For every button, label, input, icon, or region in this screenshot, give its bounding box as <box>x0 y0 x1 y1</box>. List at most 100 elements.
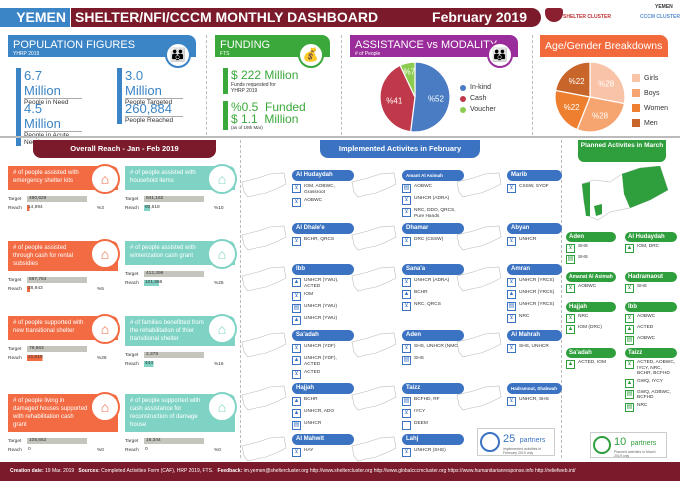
planned-governorate-block: Taizz ⊻ ACTED, AOBWC, IYCY, NRC, BCHR, BCF… <box>625 348 677 412</box>
activity-partners: UNHCR <box>304 421 322 426</box>
target-label: Target <box>125 438 139 444</box>
activity-partners: DEEM <box>414 421 428 426</box>
modality-title: ASSISTANCE vs MODALITY <box>355 39 498 51</box>
activity-item: ⊻ SHS, UNHCR <box>507 344 562 353</box>
nfi-icon: ⊻ <box>402 448 411 457</box>
planned-governorate-block: Ibb ⊻ AOBWC ▲ ACTED ▤ AOBWC <box>625 302 677 345</box>
legend-label: Women <box>644 104 668 112</box>
reach-percent: %10 <box>214 205 224 211</box>
activity-partners: UNHCR (YRCS) <box>519 278 555 283</box>
activity-item: ⊻ UNHCR (YRCS) <box>507 278 562 287</box>
governorate-map <box>240 332 288 358</box>
target-row: Target 2,378 <box>125 351 240 359</box>
target-label: Target <box>8 277 22 283</box>
activity-partners: CSSW, SYDF <box>519 184 549 189</box>
target-bar: 108,652 <box>27 438 87 444</box>
pie-slice-men <box>554 61 591 98</box>
partners-label: partners <box>519 437 546 444</box>
governorate-label: Hajjah <box>566 302 616 312</box>
governorate-label: Sa'adah <box>292 330 354 341</box>
governorate-map <box>240 266 288 292</box>
nfi-icon: ⊻ <box>292 448 301 457</box>
pie-label: %41 <box>386 96 403 105</box>
reach-percent: %16 <box>214 361 224 367</box>
legend-label: Girls <box>644 74 659 82</box>
reach-card: # of people supported with cash assistan… <box>125 392 240 454</box>
partners-count: 10 <box>614 436 627 448</box>
activity-item: ⊻ UNHCR, SHS <box>507 397 562 406</box>
activity-item: ▤ UNHCR (YRCS) <box>507 302 562 311</box>
age-gender-legend: Girls Boys Women Men <box>632 74 668 134</box>
activity-partners: UNHCR (ADRA) <box>414 278 450 283</box>
governorate-map <box>455 385 503 411</box>
governorate-block: Hadramout, Shabwah ⊻ UNHCR, SHS <box>507 383 562 406</box>
target-row: Target 79,563 <box>8 345 123 353</box>
nfi-icon: ⊻ <box>507 237 516 246</box>
activity-item: ⊻ UNHCR (ADRA) <box>402 278 464 287</box>
activity-item: ⊻ SHS <box>625 284 677 293</box>
tent-icon: ⌂ <box>90 164 120 194</box>
governorate-block: Hajjah ▲ BCHR ▲ UNHCR, ADO ▤ UNHCR <box>292 383 354 430</box>
activity-partners: UNHCR (YDF) <box>304 344 336 349</box>
nfi-icon: ⊻ <box>402 409 411 418</box>
reach-row: Reach 0 %0 <box>125 446 240 454</box>
legend-item: Women <box>632 104 668 112</box>
governorate-block: Al Mahrah ⊻ SHS, UNHCR <box>507 330 562 353</box>
stat-label: People Reached <box>125 117 174 124</box>
header-country: YEMEN <box>0 8 70 27</box>
kit-icon: ▲ <box>292 356 301 365</box>
creation-date: 19 Mar. 2019 <box>45 468 75 474</box>
activity-item: ▲ UNHCR, ADO <box>292 409 354 418</box>
activity-partners: UNHCR (YDF), ACTED <box>304 356 337 367</box>
activity-item: ⊻ HAY <box>292 448 354 457</box>
governorate-map <box>455 172 503 198</box>
target-label: Target <box>8 438 22 444</box>
governorate-map <box>350 385 398 411</box>
governorate-map <box>350 332 398 358</box>
hammer-house-icon: ⌂ <box>207 314 237 344</box>
cccm-cluster-logo: CCCM CLUSTER <box>640 14 680 20</box>
governorate-block: Al Mahwit ⊻ HAY <box>292 434 354 457</box>
legend-label: Boys <box>644 89 660 97</box>
shelter-cluster-logo-text: SHELTER CLUSTER <box>563 14 611 20</box>
target-label: Target <box>8 196 22 202</box>
activity-partners: AOBWC <box>637 336 656 341</box>
nfi-icon: ⊻ <box>507 184 516 193</box>
activity-item: ▲ ACTED, IOM <box>566 360 616 369</box>
activity-item: ⊻ ACTED, AOBWC, IYCY, NRC, BCHR, BCFHD <box>625 360 677 377</box>
activity-item: ⊻ DRC (CSSW) <box>402 237 464 246</box>
reach-bar: 0 <box>144 447 204 453</box>
activity-partners: BCHR <box>414 290 428 295</box>
reach-label: Reach <box>8 447 22 453</box>
activity-item: ▲ BCHR <box>402 290 464 299</box>
logo-country: YEMEN <box>655 4 673 10</box>
activity-item: ▲ UNHCR (YWU) <box>292 316 354 325</box>
activity-item: ⊻ UNHCR <box>507 237 562 246</box>
reach-percent: %0 <box>214 447 221 453</box>
stat-value: 260,884 <box>125 101 183 117</box>
cash-icon: ▤ <box>292 421 301 430</box>
activity-partners: ACTED <box>304 370 321 375</box>
planned-governorate-block: Aden ⊻ SHS ▤ SHS <box>566 232 616 264</box>
divider <box>206 35 207 135</box>
reach-row: Reach 444 %16 <box>125 360 240 368</box>
cash-icon: ▤ <box>625 336 634 345</box>
activity-partners: NRC <box>519 314 530 319</box>
implemented-partners-box: 25 partners implemented activities in Feb… <box>477 428 555 456</box>
nfi-icon: ⊻ <box>292 344 301 353</box>
activity-partners: ACTED, IOM <box>578 360 606 365</box>
governorate-block: Al Dhale'e ⊻ BCHR, QRCS <box>292 223 354 246</box>
funded-percent: %0.5 <box>231 100 259 114</box>
kit-icon: ▲ <box>402 290 411 299</box>
kit-icon: ▲ <box>625 325 634 334</box>
activity-partners: BCFHD, RF <box>414 397 440 402</box>
activity-partners: SHS, UNHCR <box>519 344 549 349</box>
target-row: Target 16,344 <box>125 437 240 445</box>
target-row: Target 412,299 <box>125 270 240 278</box>
activity-item: ⊻ SHS <box>566 244 616 253</box>
activity-partners: UNHCR, SHS <box>519 397 549 402</box>
population-title: POPULATION FIGURES <box>13 39 136 51</box>
feedback-links[interactable]: im.yemen@sheltercluster.org http://www.s… <box>243 468 576 474</box>
partners-icon <box>480 432 500 452</box>
kit-icon: ▲ <box>507 290 516 299</box>
